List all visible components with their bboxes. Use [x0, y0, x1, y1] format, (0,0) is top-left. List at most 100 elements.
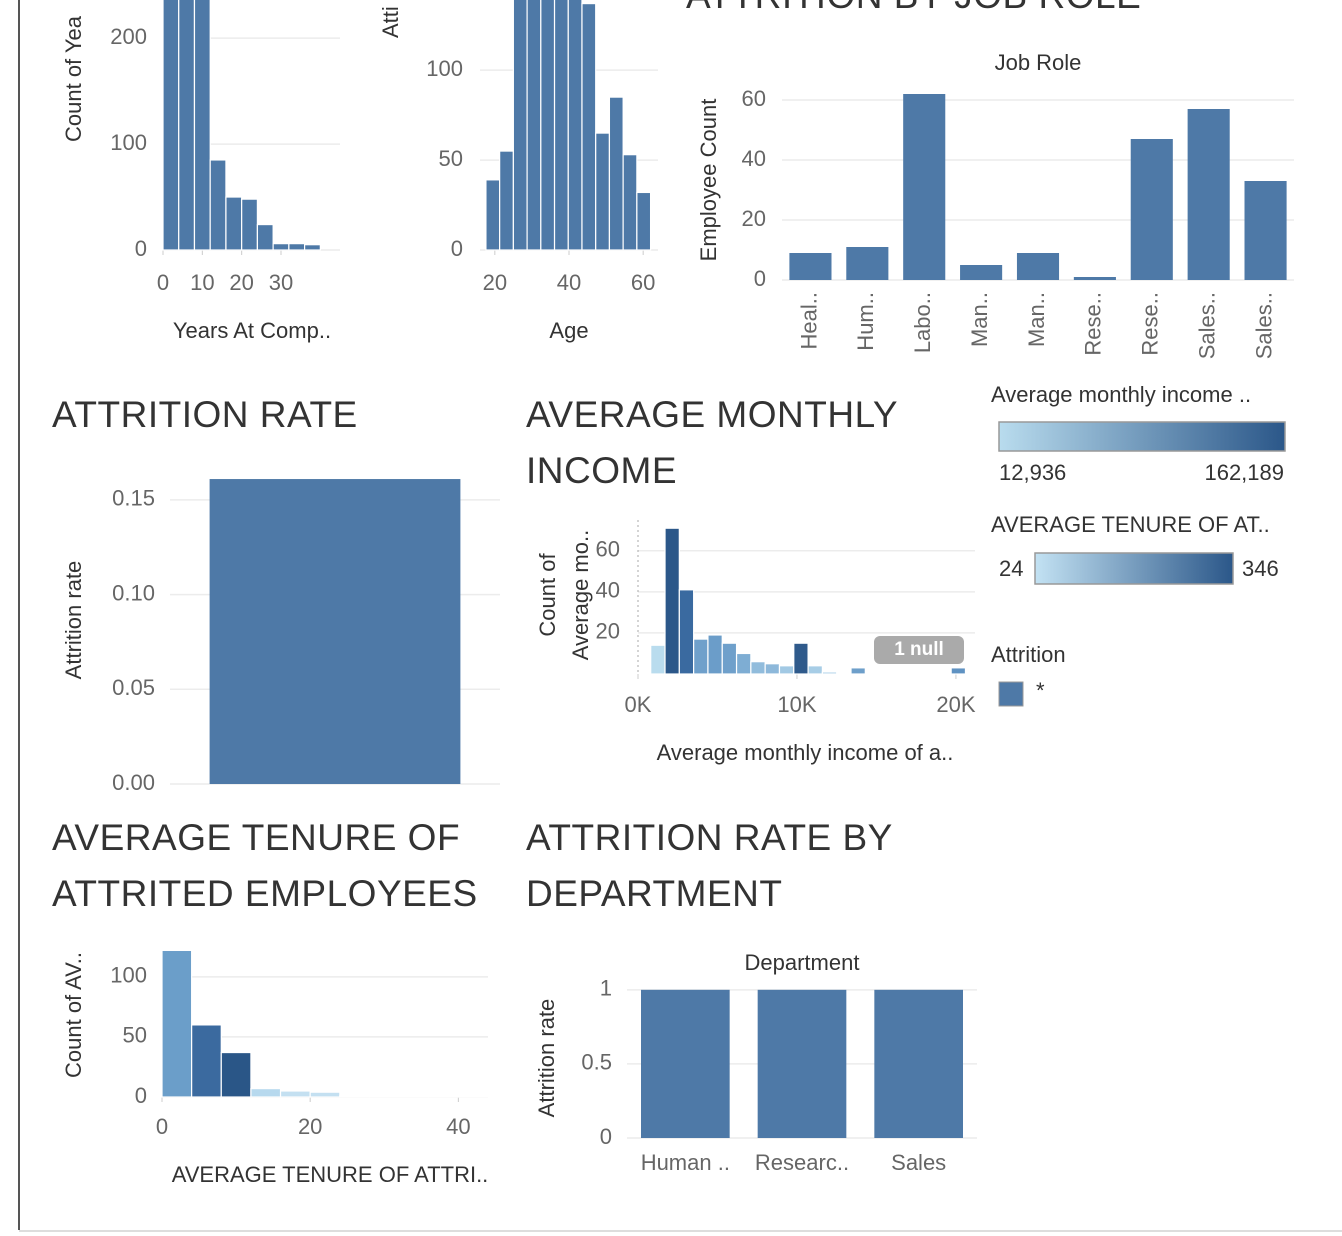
x-tick-label: Labo..	[910, 292, 935, 353]
y-axis-title: Count of	[535, 553, 560, 637]
x-axis-title: Age	[549, 318, 588, 343]
chart-title: ATTRITION BY JOB ROLE	[686, 0, 1342, 24]
y-tick-label: 100	[110, 130, 147, 155]
bar	[960, 265, 1003, 280]
histogram-bar	[220, 1051, 252, 1098]
y-axis-title: Attrition rate	[61, 561, 86, 680]
y-tick-label: 0	[135, 1083, 147, 1108]
y-axis-title: Average mo..	[568, 530, 593, 660]
x-tick-label: Rese..	[1138, 292, 1163, 356]
y-tick-label: 40	[596, 578, 620, 603]
x-tick-label: Sales..	[1251, 292, 1276, 359]
histogram-bar	[693, 638, 709, 675]
legend-max-label: 346	[1242, 556, 1279, 581]
x-axis-title: Average monthly income of a..	[657, 740, 954, 765]
y-tick-label: 0.5	[581, 1050, 612, 1075]
histogram-bar	[499, 150, 514, 251]
legend-label: *	[1036, 678, 1045, 703]
x-tick-label: 40	[446, 1114, 470, 1139]
y-tick-label: 0.05	[112, 675, 155, 700]
histogram-bar	[512, 0, 528, 251]
legend-title: Attrition	[991, 642, 1066, 667]
histogram-bar	[178, 0, 196, 251]
y-tick-label: 0	[600, 1124, 612, 1149]
y-tick-label: 20	[742, 206, 766, 231]
legend-title: AVERAGE TENURE OF AT..	[991, 512, 1270, 537]
histogram-bar	[162, 0, 180, 251]
y-axis-title: Count of Yea	[61, 15, 86, 142]
bar	[1187, 109, 1230, 280]
x-axis-title: Years At Comp..	[173, 318, 331, 343]
histogram-bar	[193, 0, 211, 251]
legend-title: Average monthly income ..	[991, 382, 1251, 407]
histogram-bar	[608, 96, 624, 251]
histogram-bar	[225, 196, 243, 251]
y-tick-label: 200	[110, 24, 147, 49]
legend-color-ramp	[1034, 552, 1234, 585]
legend-max-label: 162,189	[1204, 460, 1284, 485]
histogram-bar	[622, 154, 638, 251]
histogram-bar	[707, 634, 723, 675]
x-tick-label: 0K	[625, 692, 652, 717]
histogram-bar	[339, 1095, 371, 1098]
column-header: Job Role	[995, 50, 1082, 75]
x-tick-label: 0	[156, 1114, 168, 1139]
null-badge	[874, 636, 964, 664]
histogram-bar	[457, 1095, 489, 1098]
x-tick-label: 30	[269, 270, 293, 295]
bar	[641, 989, 730, 1138]
bar	[1130, 139, 1173, 280]
histogram-bar	[398, 1095, 430, 1098]
x-tick-label: Man..	[967, 292, 992, 347]
y-tick-label: 0	[135, 236, 147, 261]
bar	[209, 479, 461, 784]
y-tick-label: 0	[754, 266, 766, 291]
histogram-bar	[304, 244, 321, 251]
histogram-bar	[526, 0, 542, 251]
histogram-bar	[485, 179, 501, 251]
histogram-bar	[750, 661, 766, 675]
histogram-bar	[288, 243, 306, 251]
histogram-bar	[540, 0, 556, 251]
x-tick-label: Hum..	[853, 292, 878, 351]
histogram-bar	[272, 243, 290, 251]
legend-swatch	[998, 681, 1024, 707]
legend-min-label: 12,936	[999, 460, 1066, 485]
bar	[903, 94, 946, 280]
histogram-bar	[279, 1090, 311, 1098]
legend-min-label: 24	[999, 556, 1023, 581]
histogram-bar	[553, 0, 569, 251]
bar	[1016, 253, 1060, 280]
histogram-bar	[428, 1095, 459, 1098]
histogram-bar	[161, 949, 193, 1098]
histogram-bar	[650, 644, 666, 675]
x-tick-label: 20	[483, 270, 507, 295]
x-tick-label: 60	[631, 270, 655, 295]
y-tick-label: 40	[742, 146, 766, 171]
histogram-bar	[241, 198, 259, 251]
x-tick-label: Sales	[891, 1150, 946, 1175]
histogram-bar	[191, 1024, 222, 1098]
chart-title: ATTRITION RATE	[52, 394, 358, 435]
chart-title: AVERAGE MONTHLY INCOME	[526, 394, 898, 491]
x-tick-label: 20	[298, 1114, 322, 1139]
y-tick-label: 0.15	[112, 486, 155, 511]
column-header: Department	[745, 950, 860, 975]
null-badge-label: 1 null	[894, 639, 944, 660]
histogram-bar	[735, 652, 752, 675]
y-tick-label: 50	[123, 1023, 147, 1048]
y-axis-title: Attrition rate	[534, 999, 559, 1118]
histogram-bar	[256, 223, 274, 251]
x-tick-label: Sales..	[1194, 292, 1219, 359]
histogram-bar	[850, 667, 866, 675]
x-tick-label: 10K	[777, 692, 816, 717]
histogram-bar	[664, 527, 680, 675]
x-tick-label: Man..	[1024, 292, 1049, 347]
y-tick-label: 100	[426, 56, 463, 81]
histogram-bar	[250, 1087, 282, 1098]
bar	[1073, 277, 1116, 280]
y-axis-title: Atti	[378, 6, 403, 38]
histogram-bar	[678, 589, 695, 675]
histogram-bar	[581, 2, 597, 251]
chart-title: AVERAGE TENURE OF ATTRITED EMPLOYEES	[52, 817, 478, 914]
